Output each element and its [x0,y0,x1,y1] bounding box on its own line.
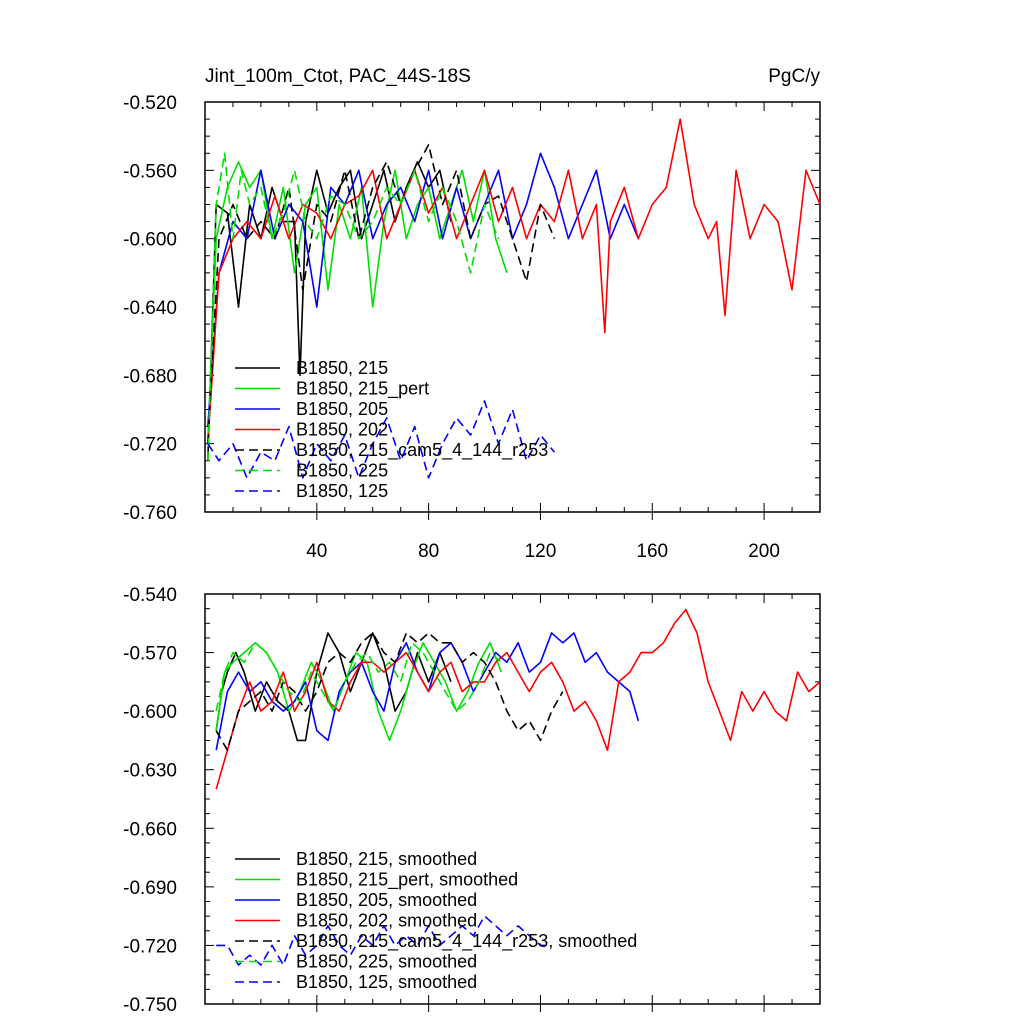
legend-label: B1850, 125 [296,481,388,501]
y-tick-label: -0.720 [123,936,177,957]
legend-label: B1850, 215_pert [296,379,429,400]
x-tick-label: 80 [418,541,439,562]
series-line-7 [207,400,556,479]
bottom-panel: -0.540 -0.570 -0.600 -0.630 -0.660 -0.690 -0.7… [123,585,821,1016]
legend-label: B1850, 205, smoothed [296,890,477,910]
legend-label: B1850, 215_pert, smoothed [296,870,518,891]
legend-label: B1850, 215 [296,358,388,378]
series-line-4 [215,608,821,790]
y-tick-label: -0.660 [123,819,177,840]
series-line-7 [216,915,552,966]
x-tick-label: 160 [636,541,668,562]
legend-label: B1850, 215, smoothed [296,849,477,869]
legend-label: B1850, 215_cam5_4_144_r253, smoothed [296,931,637,952]
y-tick-label: -0.640 [123,298,177,319]
legend-label: B1850, 205 [296,399,388,419]
y-tick-label: -0.540 [123,585,177,606]
series-line-6 [215,641,502,712]
legend-label: B1850, 125, smoothed [296,972,477,992]
x-tick-label: 120 [525,541,557,562]
legend-label: B1850, 202 [296,420,388,440]
y-tick-label: -0.560 [123,161,177,182]
y-tick-label: -0.520 [123,93,177,114]
legend-label: B1850, 225, smoothed [296,952,477,972]
y-tick-label: -0.690 [123,878,177,899]
y-tick-label: -0.720 [123,435,177,456]
y-tick-label: -0.600 [123,230,177,251]
y-tick-label: -0.600 [123,702,177,723]
legend-label: B1850, 215_cam5_4_144_r253 [296,440,548,461]
top-chart-title: Jint_100m_Ctot, PAC_44S-18S [205,66,471,87]
y-tick-label: -0.680 [123,366,177,387]
legend-label: B1850, 202, smoothed [296,911,477,931]
top-panel: Jint_100m_Ctot, PAC_44S-18S PgC/y -0.520… [123,66,821,562]
y-tick-label: -0.760 [123,503,177,524]
series-line-5 [207,143,556,444]
y-tick-label: -0.750 [123,995,177,1016]
series-line-5 [215,632,564,752]
x-tick-label: 200 [748,541,780,562]
series-line-4 [207,118,821,444]
top-chart-units: PgC/y [768,66,820,87]
y-tick-label: -0.570 [123,644,177,665]
y-tick-label: -0.630 [123,761,177,782]
series-line-6 [207,152,500,461]
legend-label: B1850, 225 [296,461,388,481]
x-tick-label: 40 [306,541,327,562]
